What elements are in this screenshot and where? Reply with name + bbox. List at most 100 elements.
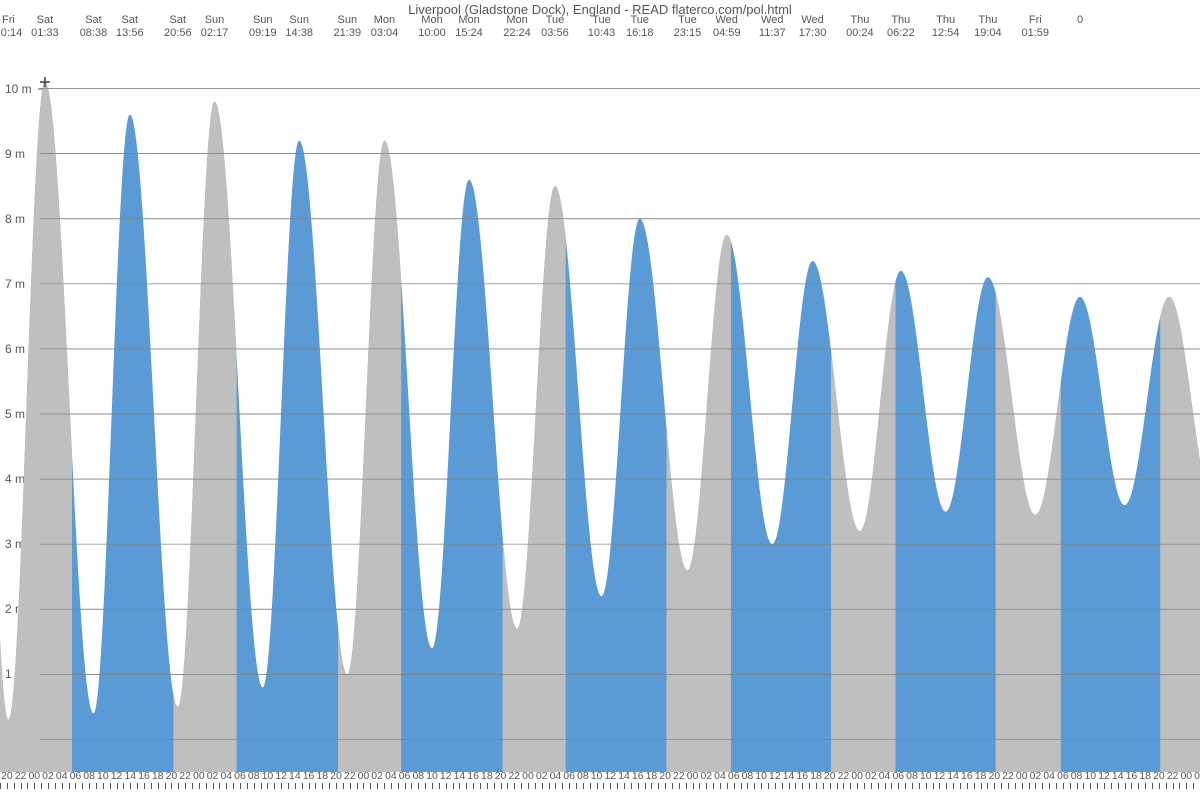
bottom-tick — [686, 783, 687, 789]
bottom-hour-label: 06 — [399, 770, 411, 782]
bottom-tick — [720, 783, 721, 789]
bottom-tick — [165, 783, 166, 789]
bottom-hour-label: 02 — [700, 770, 712, 782]
bottom-tick — [816, 783, 817, 789]
bottom-tick — [0, 783, 1, 789]
bottom-hour-label: 02 — [371, 770, 383, 782]
bottom-hour-label: 10 — [1084, 770, 1096, 782]
bottom-tick — [1042, 783, 1043, 789]
bottom-hour-label: 20 — [659, 770, 671, 782]
bottom-tick — [336, 783, 337, 789]
bottom-tick — [130, 783, 131, 789]
bottom-tick — [473, 783, 474, 789]
bottom-tick — [405, 783, 406, 789]
bottom-tick — [48, 783, 49, 789]
tide-area-night — [831, 281, 895, 772]
bottom-tick — [1015, 783, 1016, 789]
bottom-tick — [103, 783, 104, 789]
bottom-hour-label: 20 — [166, 770, 178, 782]
bottom-tick — [919, 783, 920, 789]
bottom-hour-label: 16 — [138, 770, 150, 782]
bottom-tick — [14, 783, 15, 789]
bottom-tick — [514, 783, 515, 789]
bottom-tick — [267, 783, 268, 789]
bottom-tick — [117, 783, 118, 789]
bottom-tick — [1001, 783, 1002, 789]
bottom-tick — [645, 783, 646, 789]
bottom-tick — [590, 783, 591, 789]
bottom-tick — [192, 783, 193, 789]
bottom-tick — [960, 783, 961, 789]
bottom-hour-label: 00 — [851, 770, 863, 782]
bottom-tick — [843, 783, 844, 789]
bottom-hour-label: 06 — [70, 770, 82, 782]
bottom-axis-labels: 2022000204060810121416182022000204060810… — [0, 772, 1200, 790]
bottom-hour-label: 22 — [15, 770, 27, 782]
bottom-hour-label: 04 — [1043, 770, 1055, 782]
bottom-hour-label: 02 — [1194, 770, 1200, 782]
bottom-tick — [638, 783, 639, 789]
bottom-hour-label: 20 — [988, 770, 1000, 782]
bottom-hour-label: 16 — [961, 770, 973, 782]
bottom-hour-label: 22 — [179, 770, 191, 782]
bottom-hour-label: 00 — [687, 770, 699, 782]
bottom-tick — [96, 783, 97, 789]
bottom-tick — [123, 783, 124, 789]
bottom-tick — [446, 783, 447, 789]
bottom-hour-label: 22 — [1167, 770, 1179, 782]
bottom-tick — [151, 783, 152, 789]
bottom-tick — [734, 783, 735, 789]
bottom-tick — [466, 783, 467, 789]
bottom-hour-label: 06 — [1057, 770, 1069, 782]
bottom-hour-label: 06 — [234, 770, 246, 782]
tide-area-night — [0, 82, 72, 772]
bottom-tick — [7, 783, 8, 789]
bottom-tick — [768, 783, 769, 789]
tide-area-night — [996, 293, 1061, 772]
bottom-tick — [137, 783, 138, 789]
bottom-tick — [1104, 783, 1105, 789]
bottom-hour-label: 14 — [1112, 770, 1124, 782]
bottom-tick — [1063, 783, 1064, 789]
bottom-hour-label: 18 — [316, 770, 328, 782]
bottom-tick — [933, 783, 934, 789]
bottom-tick — [274, 783, 275, 789]
bottom-tick — [254, 783, 255, 789]
bottom-tick — [987, 783, 988, 789]
bottom-hour-label: 02 — [1030, 770, 1042, 782]
bottom-tick — [1131, 783, 1132, 789]
bottom-tick — [185, 783, 186, 789]
bottom-tick — [411, 783, 412, 789]
bottom-hour-label: 18 — [1139, 770, 1151, 782]
bottom-hour-label: 22 — [673, 770, 685, 782]
bottom-tick — [1111, 783, 1112, 789]
bottom-tick — [1186, 783, 1187, 789]
bottom-tick — [830, 783, 831, 789]
bottom-tick — [199, 783, 200, 789]
bottom-tick — [617, 783, 618, 789]
bottom-hour-label: 06 — [728, 770, 740, 782]
bottom-tick — [453, 783, 454, 789]
bottom-tick — [528, 783, 529, 789]
bottom-tick — [1097, 783, 1098, 789]
bottom-hour-label: 12 — [604, 770, 616, 782]
bottom-tick — [1166, 783, 1167, 789]
bottom-tick — [651, 783, 652, 789]
bottom-tick — [459, 783, 460, 789]
bottom-hour-label: 16 — [303, 770, 315, 782]
bottom-tick — [981, 783, 982, 789]
bottom-tick — [905, 783, 906, 789]
bottom-tick — [1152, 783, 1153, 789]
bottom-tick — [343, 783, 344, 789]
bottom-tick — [507, 783, 508, 789]
bottom-tick — [370, 783, 371, 789]
bottom-tick — [555, 783, 556, 789]
bottom-tick — [885, 783, 886, 789]
bottom-hour-label: 18 — [481, 770, 493, 782]
bottom-tick — [494, 783, 495, 789]
bottom-tick — [891, 783, 892, 789]
bottom-hour-label: 08 — [248, 770, 260, 782]
bottom-tick — [967, 783, 968, 789]
bottom-hour-label: 08 — [577, 770, 589, 782]
bottom-tick — [110, 783, 111, 789]
